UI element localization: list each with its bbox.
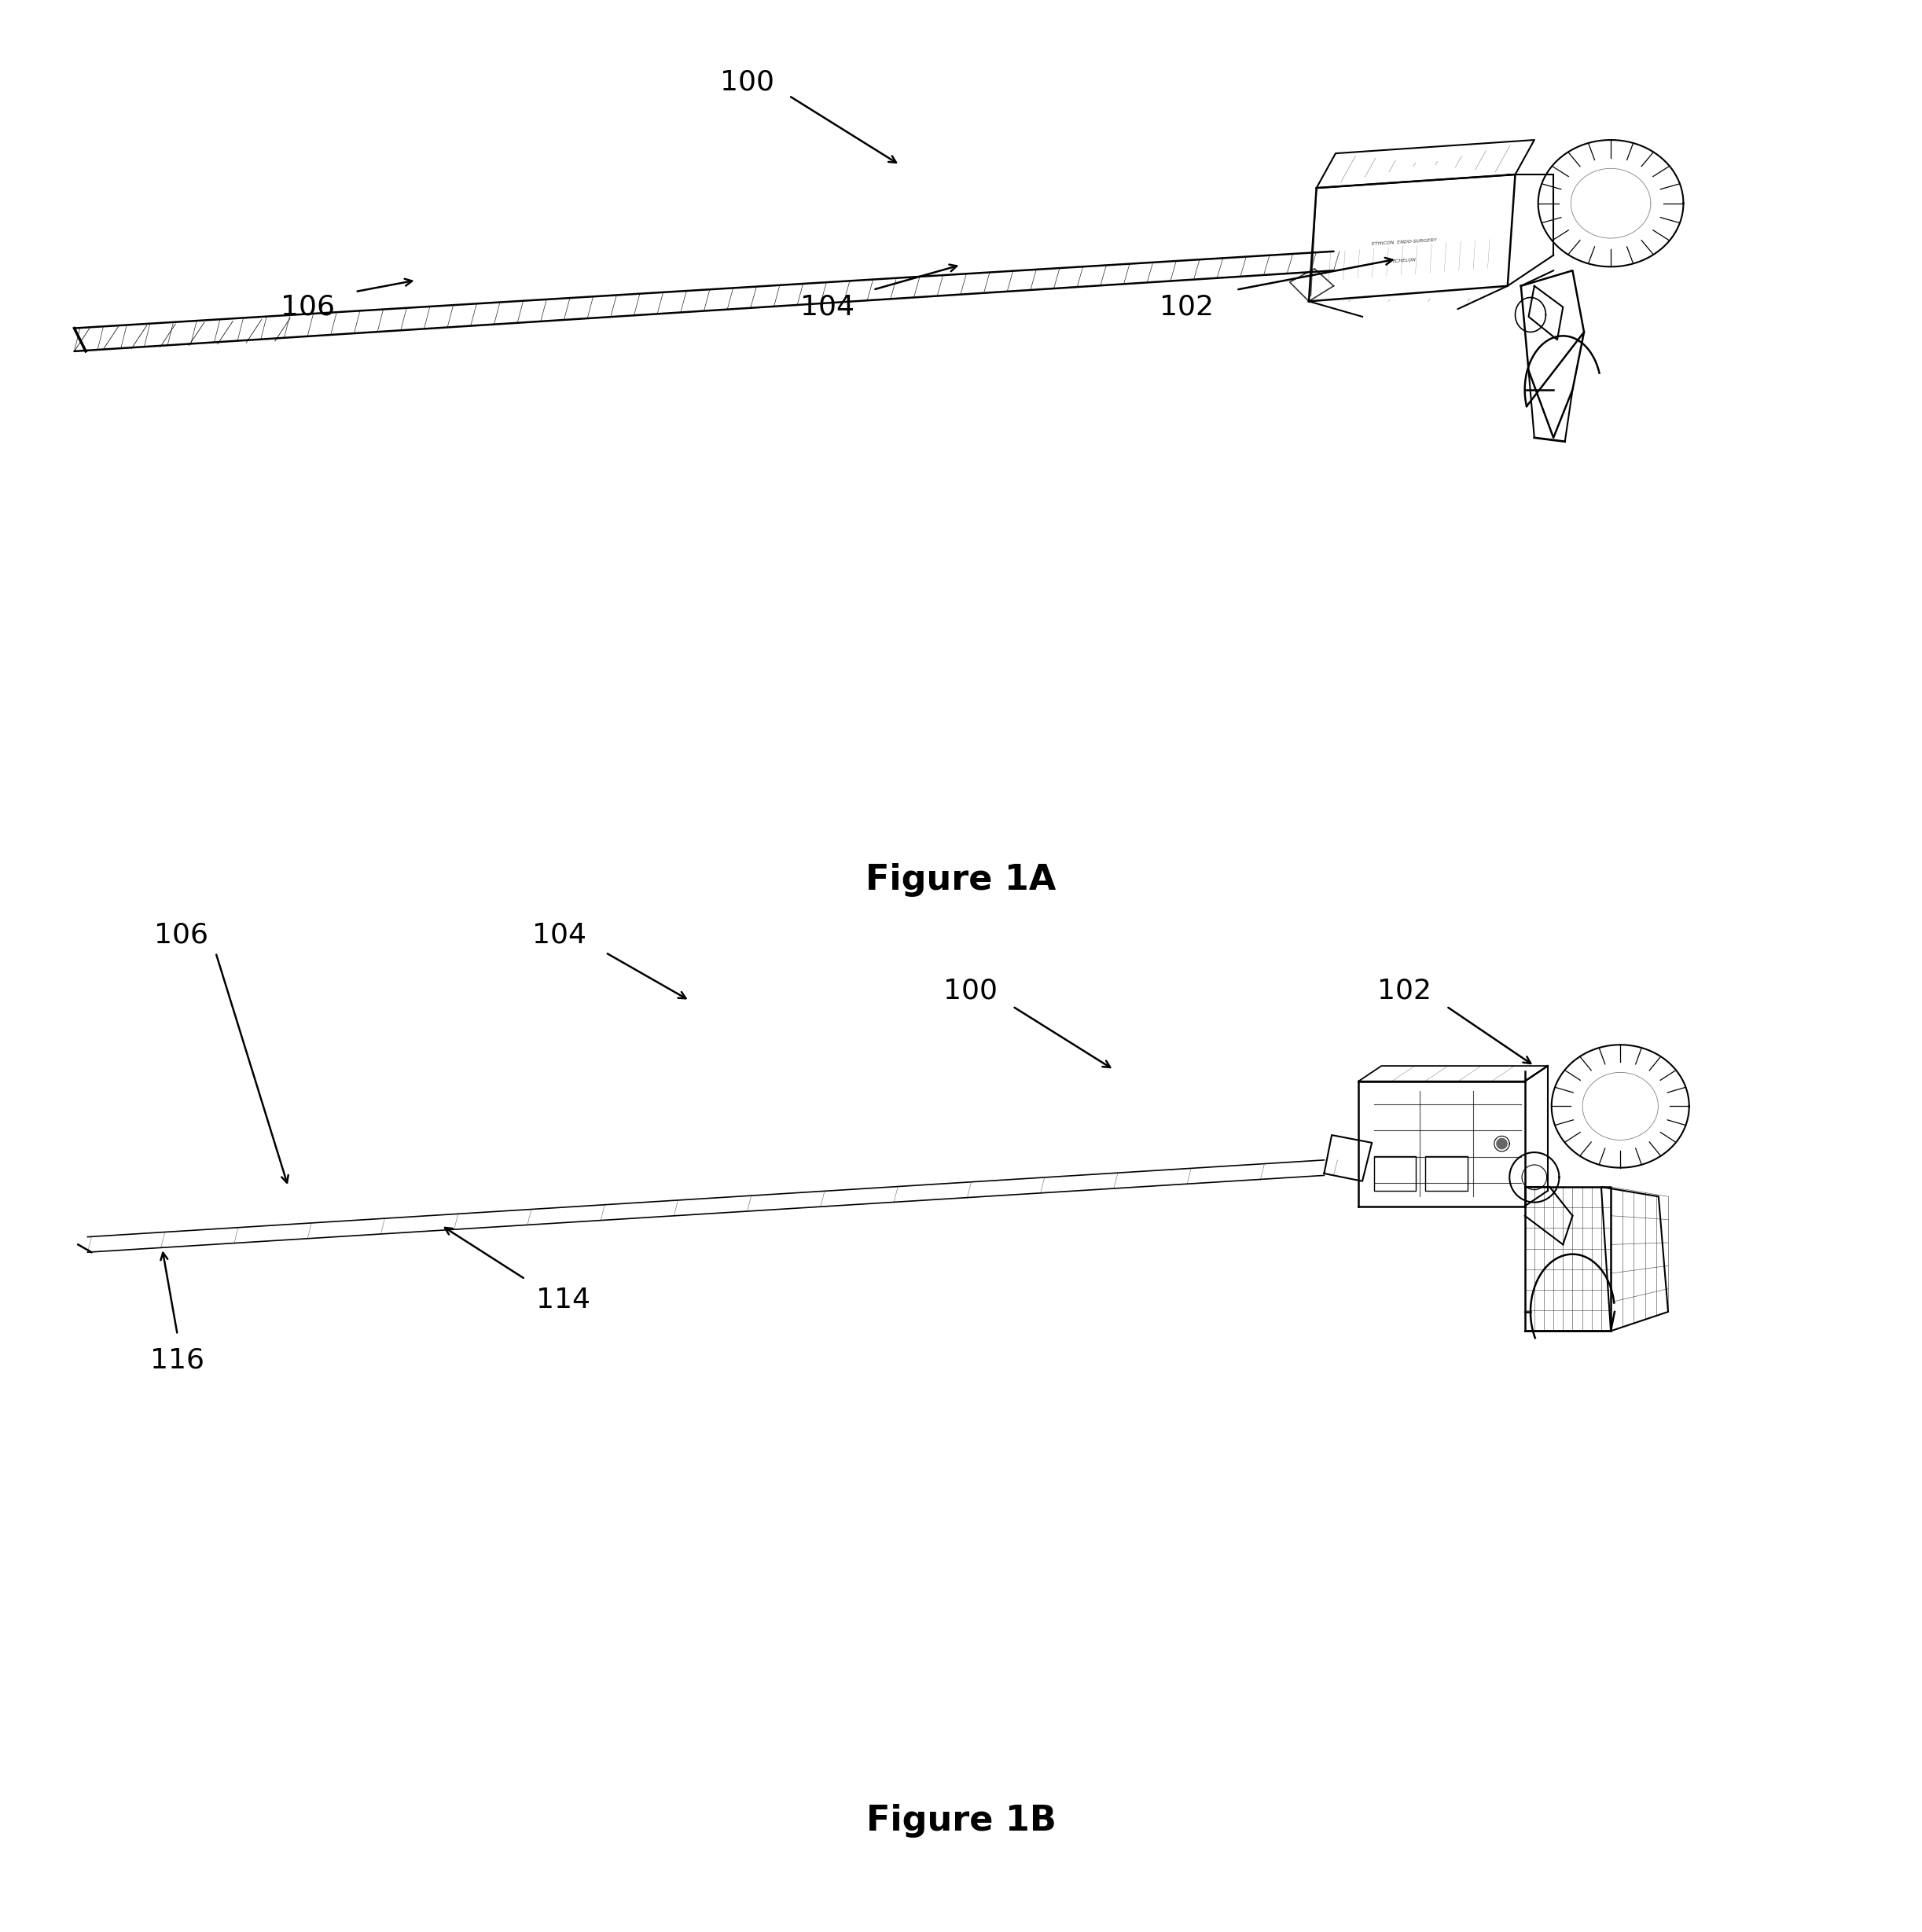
Text: Figure 1B: Figure 1B (867, 1804, 1055, 1837)
Text: 114: 114 (536, 1287, 590, 1314)
Text: 104: 104 (532, 922, 586, 949)
Polygon shape (1495, 1138, 1507, 1150)
Text: ECHELON: ECHELON (1393, 259, 1417, 263)
Text: 100: 100 (944, 978, 998, 1005)
Bar (1374, 1155, 1417, 1190)
Text: 106: 106 (154, 922, 208, 949)
Text: 116: 116 (150, 1347, 204, 1374)
Text: 102: 102 (1159, 294, 1213, 321)
Text: Figure 1A: Figure 1A (865, 864, 1057, 896)
Text: 100: 100 (721, 70, 775, 97)
Text: 102: 102 (1378, 978, 1432, 1005)
Text: 104: 104 (800, 294, 855, 321)
Bar (1426, 1155, 1466, 1190)
Text: 106: 106 (281, 294, 334, 321)
Text: ETHICON  ENDO-SURGERY: ETHICON ENDO-SURGERY (1372, 238, 1438, 245)
